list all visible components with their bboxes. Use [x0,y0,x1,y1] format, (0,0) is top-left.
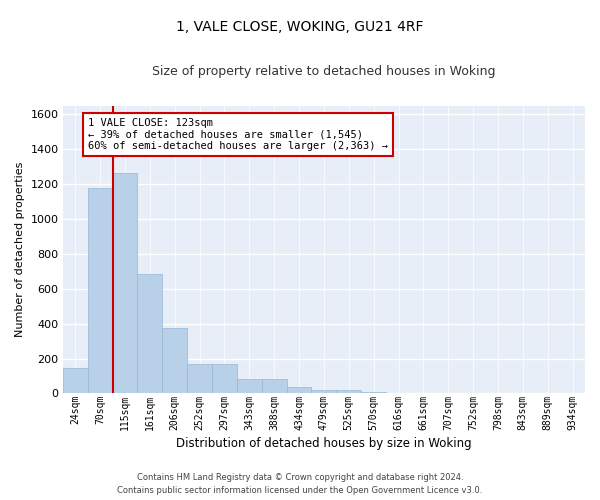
Text: 1 VALE CLOSE: 123sqm
← 39% of detached houses are smaller (1,545)
60% of semi-de: 1 VALE CLOSE: 123sqm ← 39% of detached h… [88,118,388,151]
Title: Size of property relative to detached houses in Woking: Size of property relative to detached ho… [152,65,496,78]
X-axis label: Distribution of detached houses by size in Woking: Distribution of detached houses by size … [176,437,472,450]
Bar [137,274,163,394]
Text: Contains HM Land Registry data © Crown copyright and database right 2024.
Contai: Contains HM Land Registry data © Crown c… [118,474,482,495]
Bar [337,390,361,394]
Bar [361,392,386,394]
Text: 1, VALE CLOSE, WOKING, GU21 4RF: 1, VALE CLOSE, WOKING, GU21 4RF [176,20,424,34]
Bar [113,172,137,394]
Bar [311,390,337,394]
Bar [262,380,287,394]
Bar [237,380,262,394]
Bar [88,188,113,394]
Bar [187,364,212,394]
Bar [163,328,187,394]
Bar [63,368,88,394]
Y-axis label: Number of detached properties: Number of detached properties [15,162,25,337]
Bar [212,364,237,394]
Bar [287,388,311,394]
